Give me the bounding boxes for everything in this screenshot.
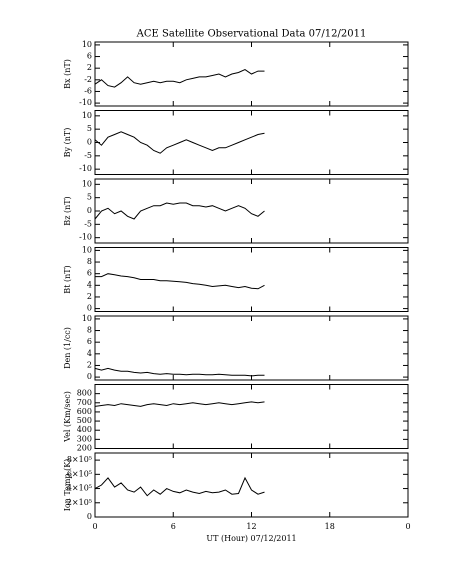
y-tick-label: 400 xyxy=(77,425,92,434)
y-tick-label: 2 xyxy=(87,360,92,369)
y-tick-label: 10 xyxy=(82,245,92,254)
y-tick-label: 8 xyxy=(87,257,92,266)
y-tick-label: -5 xyxy=(84,151,92,160)
y-tick-label: 4×10⁵ xyxy=(67,484,92,493)
y-tick-label: 0 xyxy=(87,206,92,215)
y-tick-label: 8 xyxy=(87,326,92,335)
y-tick-label: 0 xyxy=(87,372,92,381)
y-tick-label: 2 xyxy=(87,292,92,301)
y-tick-label: -10 xyxy=(79,233,92,242)
y-tick-label: -10 xyxy=(79,98,92,107)
x-axis-label: UT (Hour) 07/12/2011 xyxy=(206,534,296,543)
y-axis-label: Ion Temp (K) xyxy=(63,459,72,512)
y-axis-label: Vel (Km/sec) xyxy=(63,391,72,443)
y-axis-label: Den (1/cc) xyxy=(63,327,72,369)
x-tick-label: 0 xyxy=(92,522,97,531)
plot-frame xyxy=(94,110,409,175)
plot-frame xyxy=(94,384,409,449)
y-tick-label: 600 xyxy=(77,407,92,416)
data-line xyxy=(94,367,265,377)
data-line xyxy=(94,202,265,220)
y-tick-label: 0 xyxy=(87,304,92,313)
x-tick-label: 6 xyxy=(171,522,176,531)
y-tick-label: 6 xyxy=(87,337,92,346)
y-tick-label: 10 xyxy=(82,179,92,188)
plot-frame xyxy=(94,452,409,518)
data-line xyxy=(94,476,265,497)
y-tick-label: 700 xyxy=(77,398,92,407)
y-tick-label: 6 xyxy=(87,52,92,61)
y-tick-label: -6 xyxy=(84,86,92,95)
y-tick-label: -2 xyxy=(84,75,92,84)
y-tick-label: 800 xyxy=(77,389,92,398)
y-tick-label: 6×10⁵ xyxy=(67,469,92,478)
y-tick-label: 2 xyxy=(87,63,92,72)
data-line xyxy=(94,401,265,407)
y-tick-label: 10 xyxy=(82,40,92,49)
y-tick-label: 6 xyxy=(87,269,92,278)
y-tick-label: 5 xyxy=(87,124,92,133)
data-line xyxy=(95,273,265,290)
x-tick-label: 18 xyxy=(325,522,335,531)
x-tick-label: 12 xyxy=(246,522,256,531)
y-tick-label: 300 xyxy=(77,434,92,443)
y-axis-label: Bx (nT) xyxy=(63,59,72,89)
y-tick-label: 10 xyxy=(82,111,92,120)
y-axis-label: By (nT) xyxy=(63,128,72,158)
y-axis-label: Bz (nT) xyxy=(63,196,72,225)
data-line xyxy=(94,131,265,154)
y-tick-label: 200 xyxy=(77,444,92,453)
x-tick-label: 0 xyxy=(405,522,410,531)
y-tick-label: -10 xyxy=(79,164,92,173)
y-tick-label: 10 xyxy=(82,314,92,323)
y-tick-label: -5 xyxy=(84,219,92,228)
y-tick-label: 5 xyxy=(87,193,92,202)
y-axis-label: Bt (nT) xyxy=(63,265,72,293)
y-tick-label: 500 xyxy=(77,416,92,425)
data-line xyxy=(94,69,265,88)
plot-frame xyxy=(94,178,409,244)
y-tick-label: 4 xyxy=(87,349,92,358)
y-tick-label: 0 xyxy=(87,512,92,521)
y-tick-label: 0 xyxy=(87,138,92,147)
chart-title: ACE Satellite Observational Data 07/12/2… xyxy=(136,29,367,40)
y-tick-label: 8×10⁵ xyxy=(67,455,92,464)
y-tick-label: 4 xyxy=(87,280,92,289)
y-tick-label: 2×10⁵ xyxy=(67,498,92,507)
plot-frame xyxy=(94,315,409,381)
